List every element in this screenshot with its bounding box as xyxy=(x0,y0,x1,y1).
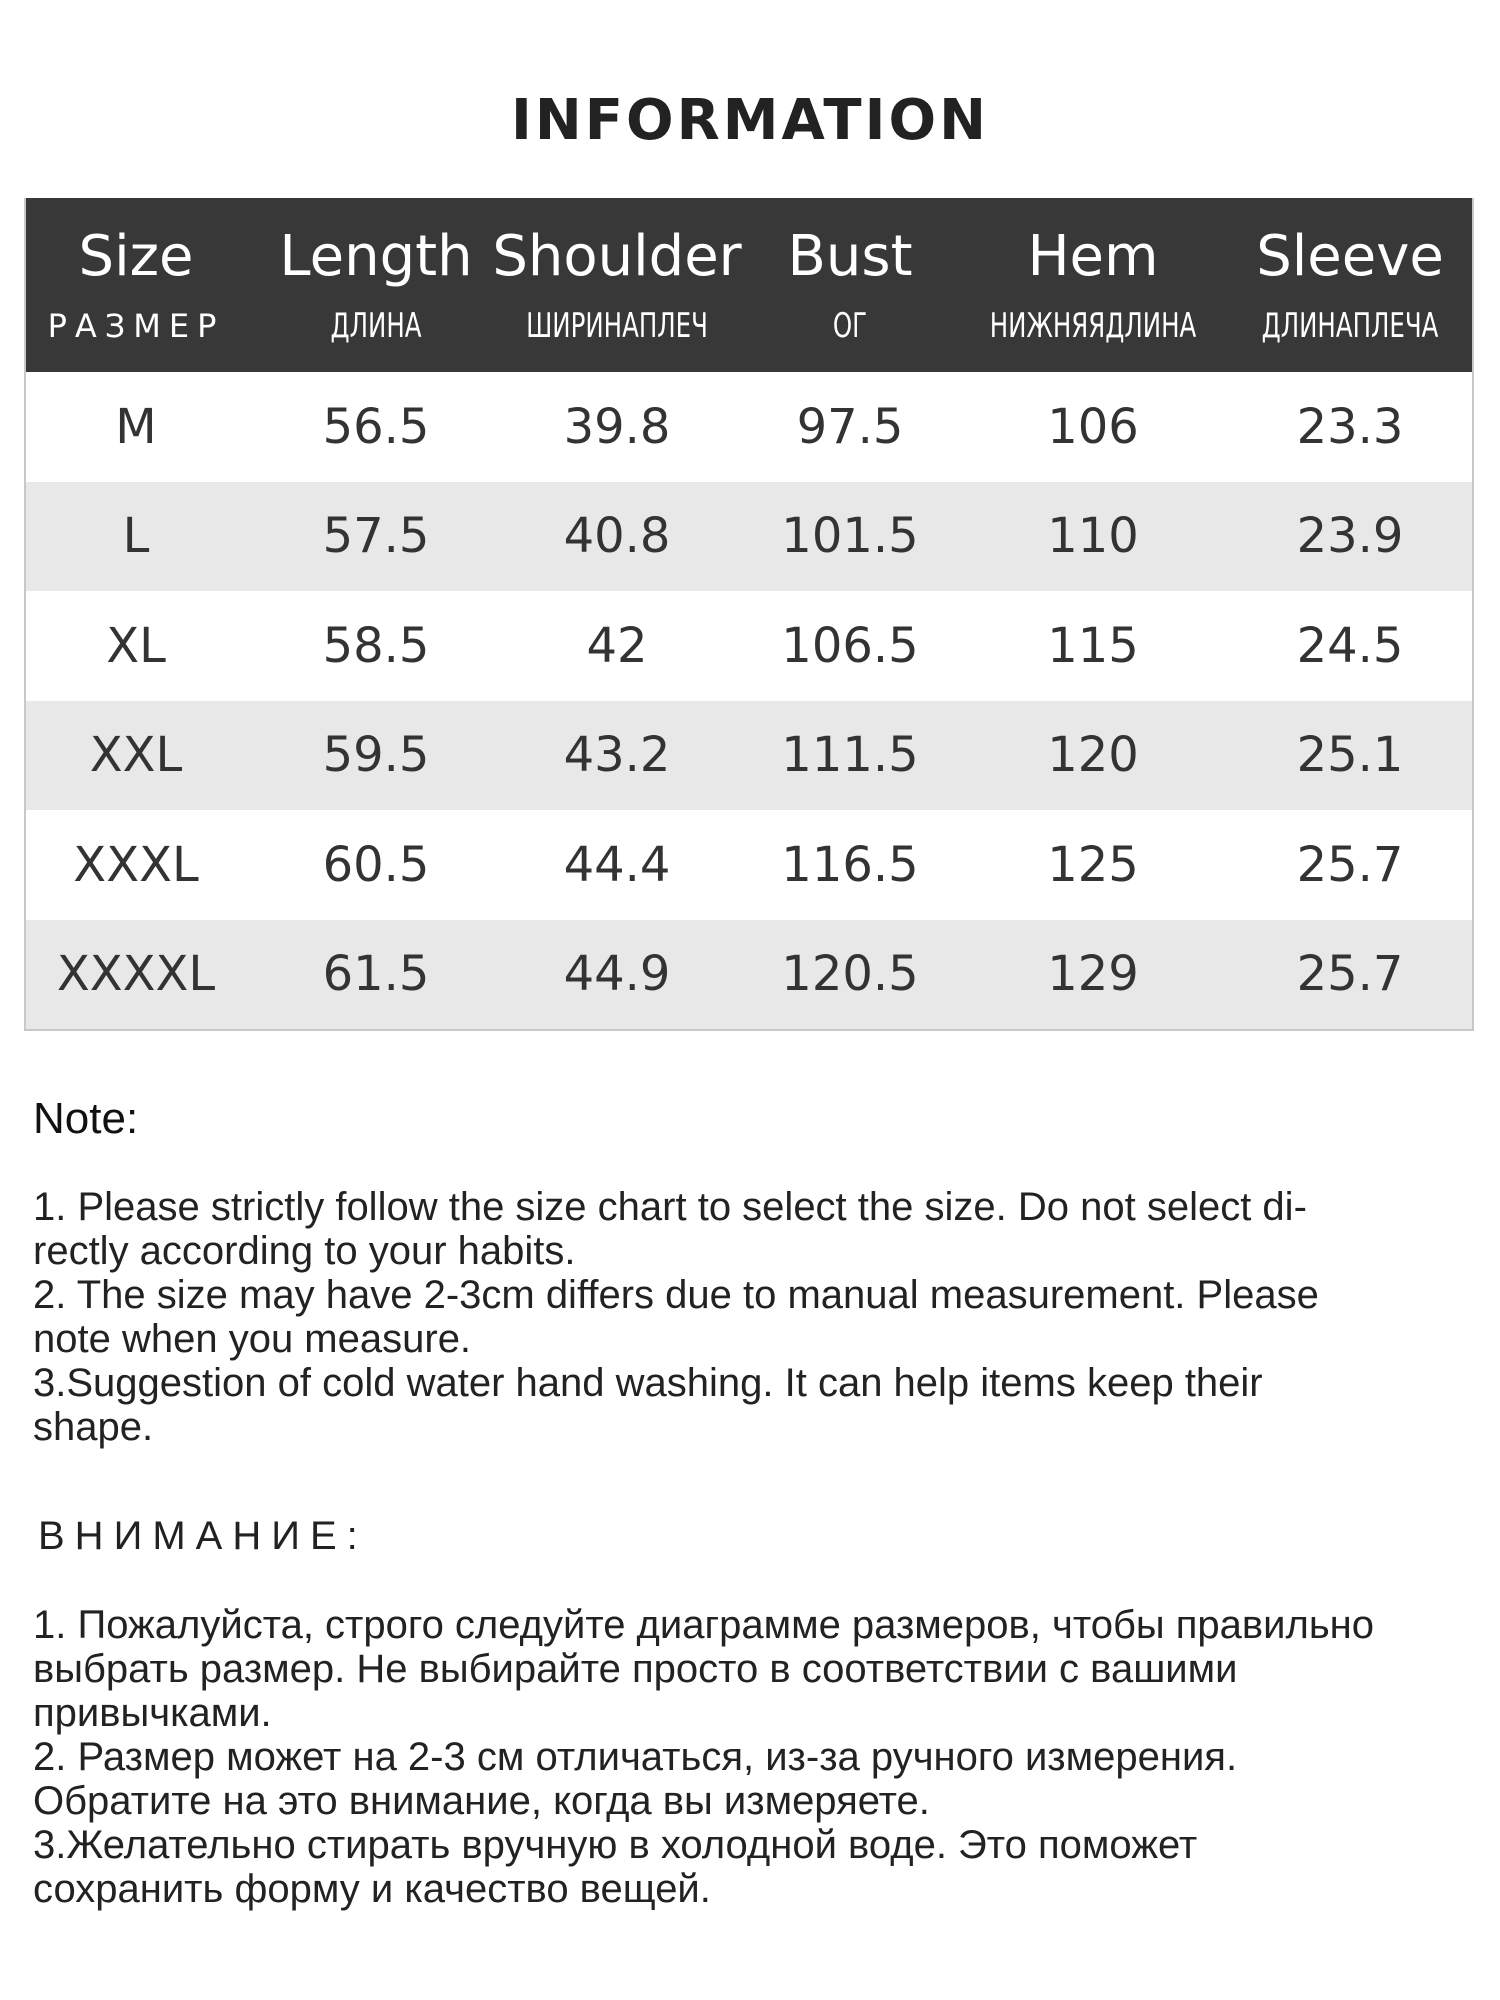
column-header-shoulder: Shoulder xyxy=(492,224,742,289)
table-cell: 106 xyxy=(1047,398,1139,455)
table-cell: 116.5 xyxy=(781,836,919,893)
column-subheader-text: НИЖНЯЯДЛИНА xyxy=(989,306,1197,346)
note-line: note when you measure. xyxy=(33,1317,472,1361)
table-cell: 101.5 xyxy=(781,508,919,565)
column-subheader-hem: НИЖНЯЯДЛИНА xyxy=(950,306,1237,346)
table-row: M 56.5 39.8 97.5 106 23.3 xyxy=(26,372,1472,482)
table-cell: XL xyxy=(106,617,166,674)
column-subheader-text: ШИРИНАПЛЕЧ xyxy=(526,306,708,346)
table-cell: 97.5 xyxy=(796,398,904,455)
table-cell: 120 xyxy=(1047,727,1139,784)
column-header-hem: Hem xyxy=(1027,224,1159,289)
note-line: привычками. xyxy=(33,1691,272,1735)
column-header-length: Length xyxy=(279,224,473,289)
table-cell: 106.5 xyxy=(781,617,919,674)
table-cell: 58.5 xyxy=(322,617,430,674)
column-subheader-text: РАЗМЕР xyxy=(47,307,225,345)
table-cell: XXXL xyxy=(73,836,199,893)
table-cell: L xyxy=(122,508,150,565)
table-cell: 44.4 xyxy=(563,836,671,893)
column-header-size: Size xyxy=(78,224,194,289)
table-header: Size РАЗМЕР Length ДЛИНА Shoulder ШИРИНАПЛЕЧ B… xyxy=(26,198,1472,372)
column-subheader-text: ДЛИНАПЛЕЧА xyxy=(1261,306,1439,346)
table-cell: 25.7 xyxy=(1296,836,1404,893)
table-row: XXL 59.5 43.2 111.5 120 25.1 xyxy=(26,700,1472,810)
table-cell: 24.5 xyxy=(1296,617,1404,674)
column-subheader-bust: ОГ xyxy=(826,306,874,346)
table-cell: 23.3 xyxy=(1296,398,1404,455)
column-subheader-text: ДЛИНА xyxy=(330,306,422,346)
table-cell: 115 xyxy=(1047,617,1139,674)
column-subheader-shoulder: ШИРИНАПЛЕЧ xyxy=(491,306,743,346)
table-cell: XXXXL xyxy=(56,946,216,1003)
column-header-sleeve: Sleeve xyxy=(1256,224,1444,289)
table-cell: 111.5 xyxy=(781,727,919,784)
table-cell: 59.5 xyxy=(322,727,430,784)
table-cell: 110 xyxy=(1047,508,1139,565)
table-cell: 125 xyxy=(1047,836,1139,893)
table-row: XL 58.5 42 106.5 115 24.5 xyxy=(26,591,1472,701)
column-subheader-size: РАЗМЕР xyxy=(48,306,225,346)
note-line: выбрать размер. Не выбирайте просто в со… xyxy=(33,1647,1238,1691)
table-body: M 56.5 39.8 97.5 106 23.3 L 57.5 40.8 101.5 110 23.… xyxy=(26,372,1472,1029)
page-title: INFORMATION xyxy=(511,88,989,153)
table-cell: 42 xyxy=(586,617,648,674)
table-cell: 43.2 xyxy=(563,727,671,784)
note-line: 3.Suggestion of cold water hand washing.… xyxy=(33,1361,1263,1405)
note-line: 3.Желательно стирать вручную в холодной … xyxy=(33,1823,1198,1867)
column-subheader-sleeve: ДЛИНАПЛЕЧА xyxy=(1227,306,1473,346)
table-cell: 25.7 xyxy=(1296,946,1404,1003)
note-line: rectly according to your habits. xyxy=(33,1229,576,1273)
table-cell: M xyxy=(115,398,157,455)
note-heading: Note: xyxy=(33,1094,139,1143)
note-line: 1. Пожалуйста, строго следуйте диаграмме… xyxy=(33,1603,1375,1647)
table-cell: 39.8 xyxy=(563,398,671,455)
table-cell: 60.5 xyxy=(322,836,430,893)
column-subheader-length: ДЛИНА xyxy=(313,306,439,346)
table-cell: 56.5 xyxy=(322,398,430,455)
column-header-bust: Bust xyxy=(787,224,913,289)
table-cell: 120.5 xyxy=(781,946,919,1003)
note-text: 1. Please strictly follow the size chart… xyxy=(33,1185,1453,1449)
note-line: shape. xyxy=(33,1405,154,1449)
table-cell: 57.5 xyxy=(322,508,430,565)
note-line: 2. Размер может на 2-3 см отличаться, из… xyxy=(33,1735,1238,1779)
table-cell: 44.9 xyxy=(563,946,671,1003)
table-cell: 23.9 xyxy=(1296,508,1404,565)
table-row: XXXXL 61.5 44.9 120.5 129 25.7 xyxy=(26,919,1472,1029)
note-line: сохранить форму и качество вещей. xyxy=(33,1867,711,1911)
table-cell: 40.8 xyxy=(563,508,671,565)
note-line: 2. The size may have 2-3cm differs due t… xyxy=(33,1273,1319,1317)
size-table: Size РАЗМЕР Length ДЛИНА Shoulder ШИРИНАПЛЕЧ B… xyxy=(24,198,1474,1031)
note-ru-heading: ВНИМАНИЕ: xyxy=(38,1514,368,1558)
table-cell: 61.5 xyxy=(322,946,430,1003)
table-cell: 129 xyxy=(1047,946,1139,1003)
table-cell: XXL xyxy=(89,727,183,784)
table-cell: 25.1 xyxy=(1296,727,1404,784)
table-row: L 57.5 40.8 101.5 110 23.9 xyxy=(26,481,1472,591)
note-line: 1. Please strictly follow the size chart… xyxy=(33,1185,1307,1229)
note-line: Обратите на это внимание, когда вы измер… xyxy=(33,1779,930,1823)
column-subheader-text: ОГ xyxy=(832,306,868,346)
table-row: XXXL 60.5 44.4 116.5 125 25.7 xyxy=(26,810,1472,920)
note-ru-text: 1. Пожалуйста, строго следуйте диаграмме… xyxy=(33,1603,1453,1911)
